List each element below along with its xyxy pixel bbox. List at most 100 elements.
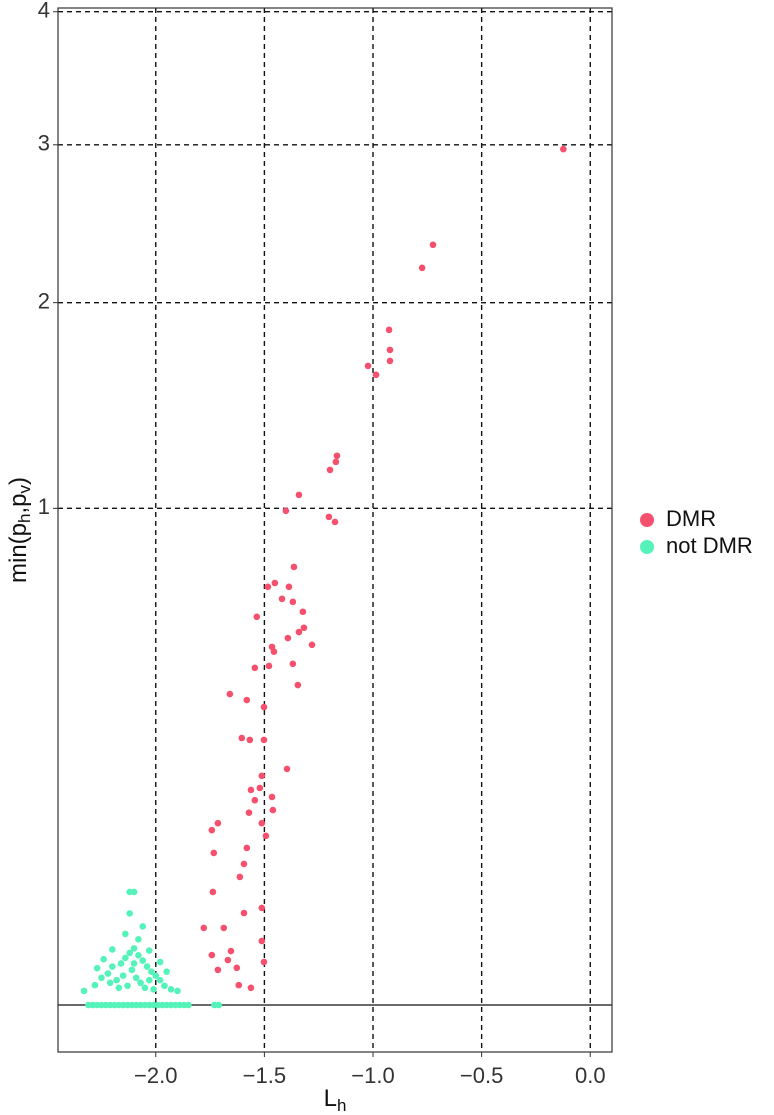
point <box>240 860 248 868</box>
x-tick-label: −2.0 <box>134 1063 177 1088</box>
point <box>215 1001 223 1009</box>
x-axis-label: Lh <box>324 1085 347 1115</box>
point <box>124 982 131 990</box>
point <box>289 598 297 606</box>
point <box>243 696 251 704</box>
point <box>299 608 307 616</box>
point <box>145 947 153 954</box>
point <box>119 972 127 979</box>
y-label-part: ,p <box>5 494 32 514</box>
point <box>128 966 136 974</box>
point <box>247 786 255 794</box>
point <box>284 634 292 642</box>
point <box>208 826 216 834</box>
point <box>253 613 261 621</box>
point <box>227 947 235 955</box>
point <box>264 583 272 591</box>
point <box>268 793 276 801</box>
x-tick-label: −1.5 <box>243 1063 286 1088</box>
point <box>122 954 129 962</box>
point <box>258 819 266 827</box>
y-label-part: ) <box>5 477 32 485</box>
point <box>332 458 340 466</box>
point <box>251 664 259 672</box>
point <box>109 946 116 953</box>
point <box>80 987 88 995</box>
point <box>100 955 107 963</box>
point <box>308 641 316 649</box>
point <box>372 371 380 379</box>
point <box>290 563 298 571</box>
point <box>258 772 266 780</box>
point <box>150 985 157 993</box>
point <box>285 583 293 591</box>
point <box>220 924 228 932</box>
point <box>141 984 149 992</box>
point <box>260 736 268 744</box>
point <box>240 909 248 917</box>
point <box>115 984 123 992</box>
point <box>139 923 147 930</box>
point <box>364 362 372 370</box>
point <box>289 660 297 668</box>
point <box>331 518 339 526</box>
point <box>283 765 291 773</box>
point <box>256 784 264 792</box>
panel-border <box>57 7 613 1053</box>
point <box>167 985 175 993</box>
point <box>418 264 426 272</box>
point <box>269 806 277 814</box>
point <box>93 964 101 972</box>
plot-panel <box>58 8 612 1052</box>
point <box>247 984 255 992</box>
point <box>300 624 308 632</box>
point <box>262 832 270 840</box>
point <box>260 958 268 966</box>
point <box>386 357 394 365</box>
point <box>139 957 147 964</box>
point <box>238 734 246 742</box>
point <box>325 513 333 521</box>
point <box>156 958 164 966</box>
point <box>294 681 302 689</box>
x-label-base: L <box>324 1085 337 1112</box>
point <box>214 966 222 974</box>
point <box>233 964 241 972</box>
point <box>174 987 181 995</box>
point <box>246 736 254 744</box>
point <box>224 956 232 964</box>
point <box>560 145 567 153</box>
point <box>333 452 341 460</box>
y-label-sub: h <box>15 514 34 523</box>
point <box>278 595 286 603</box>
point <box>126 910 133 917</box>
point <box>185 1001 192 1009</box>
point <box>156 976 164 984</box>
x-tick-label: −1.0 <box>351 1063 394 1088</box>
point <box>135 952 142 959</box>
legend-label: DMR <box>666 506 716 531</box>
point <box>130 945 138 952</box>
point <box>326 466 334 474</box>
point <box>126 949 133 957</box>
point <box>145 976 153 984</box>
point <box>161 982 168 990</box>
point <box>236 873 244 881</box>
point <box>295 491 303 499</box>
legend-key <box>640 513 654 527</box>
point <box>271 579 279 587</box>
point <box>163 968 170 975</box>
x-tick-label: −0.5 <box>460 1063 503 1088</box>
y-axis-label: min(ph,pv) <box>5 477 34 583</box>
point <box>91 981 99 989</box>
point <box>258 904 266 912</box>
point <box>210 849 218 857</box>
y-label-sub: v <box>15 485 34 494</box>
point <box>214 819 222 827</box>
y-label-part: min(p <box>5 523 32 583</box>
point <box>385 326 393 334</box>
point <box>282 507 290 515</box>
y-tick-label: 2 <box>38 288 50 313</box>
point <box>130 960 138 967</box>
